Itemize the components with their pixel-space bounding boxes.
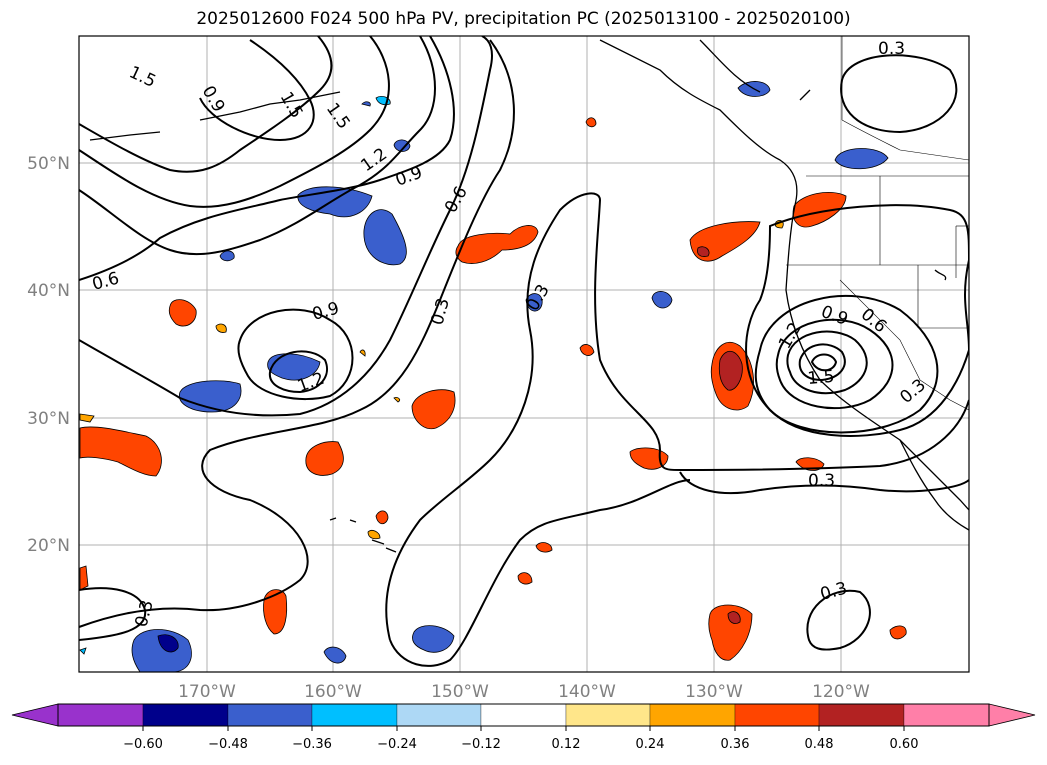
contour-label: 0.3 <box>808 471 835 491</box>
lon-label: 150°W <box>431 682 489 702</box>
lon-label: 160°W <box>304 682 362 702</box>
colorbar-segment <box>734 703 820 727</box>
colorbar-tick-label: −0.36 <box>292 737 332 752</box>
colorbar-tick-label: 0.12 <box>552 737 581 752</box>
colorbar-segment <box>396 703 482 727</box>
lat-label: 20°N <box>27 536 70 556</box>
latitude-labels: 50°N 40°N 30°N 20°N <box>27 154 70 556</box>
colorbar-segment <box>818 703 905 727</box>
lon-label: 120°W <box>812 682 870 702</box>
lat-label: 30°N <box>27 409 70 429</box>
colorbar-segment <box>311 703 398 727</box>
contour-label: 0.3 <box>878 39 905 59</box>
colorbar-segment <box>57 703 144 727</box>
colorbar-tick-label: −0.24 <box>377 737 417 752</box>
colorbar-tick-label: −0.48 <box>208 737 248 752</box>
lat-label: 40°N <box>27 281 70 301</box>
borders <box>786 36 969 411</box>
colorbar-segment <box>565 703 651 727</box>
colorbar-tick-label: 0.24 <box>636 737 665 752</box>
colorbar-extend-low <box>11 703 59 727</box>
colorbar-tick-label: 0.36 <box>721 737 750 752</box>
colorbar-segment <box>649 703 736 727</box>
colorbar-frame <box>57 703 990 727</box>
colorbar-tick-label: −0.12 <box>461 737 501 752</box>
lon-label: 140°W <box>558 682 616 702</box>
colorbar-segment <box>227 703 313 727</box>
lat-label: 50°N <box>27 154 70 174</box>
colorbar: −0.60 −0.48 −0.36 −0.24 −0.12 0.12 0.24 … <box>11 703 1036 752</box>
colorbar-segment <box>142 703 229 727</box>
pv-contours <box>79 36 969 667</box>
colorbar-tick-marks <box>142 726 905 731</box>
lon-label: 170°W <box>178 682 236 702</box>
colorbar-segment <box>480 703 567 727</box>
contour-label: 1.5 <box>807 367 836 389</box>
longitude-labels: 170°W 160°W 150°W 140°W 130°W 120°W <box>178 682 870 702</box>
coastlines <box>89 39 969 553</box>
colorbar-tick-label: 0.48 <box>805 737 834 752</box>
lon-label: 130°W <box>685 682 743 702</box>
colorbar-segment <box>903 703 990 727</box>
map-title: 2025012600 F024 500 hPa PV, precipitatio… <box>196 9 851 29</box>
gridlines <box>79 36 969 672</box>
colorbar-tick-label: −0.60 <box>123 737 163 752</box>
colorbar-extend-high <box>988 703 1036 727</box>
map-frame <box>78 35 970 673</box>
colorbar-tick-label: 0.60 <box>890 737 919 752</box>
precip-positive-areas <box>79 117 907 661</box>
precip-negative-areas <box>79 81 889 672</box>
